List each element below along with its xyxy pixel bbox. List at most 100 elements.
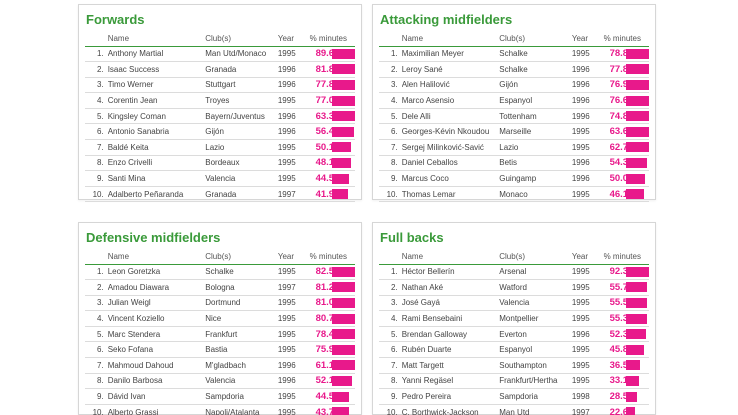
club-name: Man Utd/Monaco bbox=[205, 46, 278, 63]
rank-cell: 10. bbox=[85, 186, 108, 203]
table-row: 6.Georges-Kévin NkoudouMarseille199563.6… bbox=[379, 123, 649, 141]
rank-cell: 9. bbox=[85, 170, 108, 187]
pct-minutes-label: 46.1% bbox=[603, 186, 627, 203]
birth-year: 1996 bbox=[571, 77, 604, 94]
pct-minutes-bar bbox=[332, 391, 350, 402]
player-name: Yanni Regäsel bbox=[401, 373, 500, 390]
birth-year: 1995 bbox=[571, 123, 604, 141]
pct-minutes-label: 78.4% bbox=[309, 326, 333, 343]
rank-cell: 1. bbox=[379, 264, 402, 281]
pct-minutes-label: 80.7% bbox=[309, 310, 333, 327]
rank-cell: 2. bbox=[85, 279, 108, 296]
player-name: Rami Bensebaini bbox=[401, 310, 500, 327]
table-panel-forwards: Forwards Name Club(s) Year% minutes 1. Anthon… bbox=[78, 4, 362, 203]
pct-minutes-bar bbox=[626, 142, 649, 153]
header-pct: % minutes bbox=[603, 249, 649, 265]
pct-minutes-label: 41.9% bbox=[309, 186, 333, 203]
bar-cell bbox=[626, 279, 649, 296]
rank-cell: 3. bbox=[85, 295, 108, 312]
pct-minutes-label: 55.5% bbox=[603, 295, 627, 312]
pct-minutes-label: 50.1% bbox=[309, 139, 333, 156]
panel-title: Attacking midfielders bbox=[380, 12, 513, 27]
rank-cell: 1. bbox=[85, 46, 108, 63]
birth-year: 1995 bbox=[571, 310, 604, 327]
rank-cell: 9. bbox=[379, 388, 402, 405]
pct-minutes-label: 78.8% bbox=[603, 46, 627, 63]
birth-year: 1996 bbox=[571, 108, 604, 125]
club-name: Sampdoria bbox=[205, 388, 278, 405]
bar-cell bbox=[626, 341, 649, 359]
birth-year: 1995 bbox=[277, 388, 310, 405]
bar-cell bbox=[332, 77, 355, 94]
bar-cell bbox=[332, 186, 355, 203]
rank-cell: 2. bbox=[379, 61, 402, 78]
club-name: Schalke bbox=[499, 61, 572, 78]
bar-cell bbox=[332, 108, 355, 125]
header-name: Name bbox=[401, 249, 500, 265]
table-row: 10.Alberto GrassiNapoli/Atalanta199543.7… bbox=[85, 404, 355, 415]
rank-cell: 9. bbox=[379, 170, 402, 187]
birth-year: 1995 bbox=[571, 295, 604, 312]
rank-cell: 6. bbox=[85, 341, 108, 359]
rank-cell: 2. bbox=[85, 61, 108, 78]
club-name: Valencia bbox=[499, 295, 572, 312]
player-name: Marco Asensio bbox=[401, 92, 500, 109]
pct-minutes-label: 48.1% bbox=[309, 155, 333, 172]
bar-cell bbox=[332, 404, 355, 415]
birth-year: 1996 bbox=[571, 61, 604, 78]
pct-minutes-label: 81.2% bbox=[309, 279, 333, 296]
rank-cell: 5. bbox=[85, 108, 108, 125]
player-name: Marcus Coco bbox=[401, 170, 500, 187]
pct-minutes-bar bbox=[332, 173, 350, 184]
club-name: Schalke bbox=[205, 264, 278, 281]
club-name: Arsenal bbox=[499, 264, 572, 281]
player-name: Daniel Ceballos bbox=[401, 155, 500, 172]
pct-minutes-label: 77.8% bbox=[309, 77, 333, 94]
header-rank bbox=[379, 249, 402, 265]
player-name: Thomas Lemar bbox=[401, 186, 500, 203]
club-name: Betis bbox=[499, 155, 572, 172]
rank-cell: 7. bbox=[85, 357, 108, 374]
pct-minutes-label: 82.5% bbox=[309, 264, 333, 281]
player-name: Brendan Galloway bbox=[401, 326, 500, 343]
pct-minutes-bar bbox=[332, 79, 355, 90]
birth-year: 1996 bbox=[277, 77, 310, 94]
pct-minutes-bar bbox=[332, 126, 354, 137]
header-pct: % minutes bbox=[603, 31, 649, 47]
bar-cell bbox=[332, 61, 355, 78]
player-name: Marc Stendera bbox=[107, 326, 206, 343]
player-name: Mahmoud Dahoud bbox=[107, 357, 206, 374]
club-name: Sampdoria bbox=[499, 388, 572, 405]
birth-year: 1996 bbox=[277, 373, 310, 390]
header-year: Year bbox=[277, 31, 310, 47]
birth-year: 1996 bbox=[571, 170, 604, 187]
bar-cell bbox=[626, 326, 649, 343]
rank-cell: 8. bbox=[85, 373, 108, 390]
rank-cell: 5. bbox=[85, 326, 108, 343]
pct-minutes-label: 44.5% bbox=[309, 388, 333, 405]
pct-minutes-label: 55.3% bbox=[603, 310, 627, 327]
pct-minutes-label: 81.8% bbox=[309, 61, 333, 78]
birth-year: 1995 bbox=[571, 46, 604, 63]
pct-minutes-bar bbox=[626, 126, 649, 137]
pct-minutes-bar bbox=[626, 64, 649, 75]
club-name: Bastia bbox=[205, 341, 278, 359]
birth-year: 1995 bbox=[571, 264, 604, 281]
birth-year: 1995 bbox=[277, 139, 310, 156]
pct-minutes-label: 81.0% bbox=[309, 295, 333, 312]
rank-cell: 2. bbox=[379, 279, 402, 296]
rank-cell: 8. bbox=[85, 155, 108, 172]
rank-cell: 8. bbox=[379, 155, 402, 172]
player-name: Sergej Milinković-Savić bbox=[401, 139, 500, 156]
player-name: Dele Alli bbox=[401, 108, 500, 125]
stats-table: Name Club(s) Year% minutes 1. Anthony Martia… bbox=[85, 31, 355, 203]
